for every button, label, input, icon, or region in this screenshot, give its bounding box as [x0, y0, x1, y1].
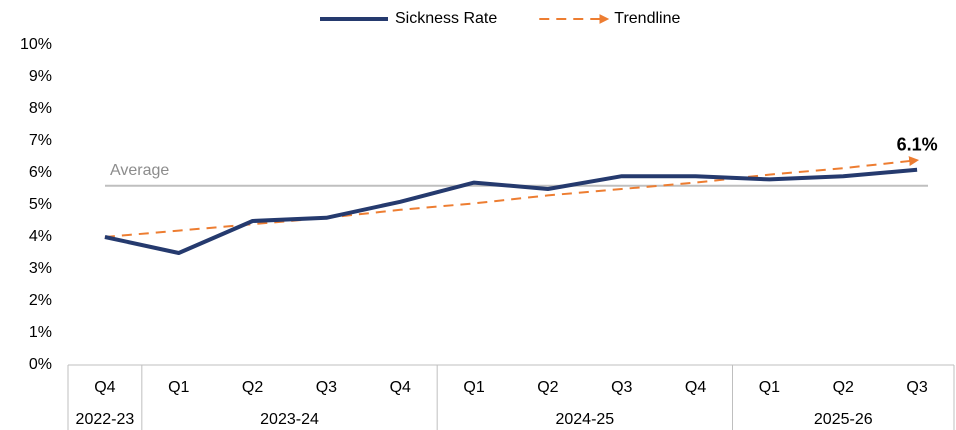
average-label: Average: [110, 162, 169, 179]
legend-label: Sickness Rate: [395, 10, 497, 27]
x-tick-label: Q4: [390, 379, 411, 396]
x-tick-label: Q2: [833, 379, 854, 396]
x-group-label: 2023-24: [260, 411, 319, 428]
x-tick-label: Q3: [611, 379, 632, 396]
y-tick-label: 1%: [29, 324, 52, 341]
x-group-label: 2022-23: [76, 411, 135, 428]
y-tick-label: 0%: [29, 356, 52, 373]
legend-label: Trendline: [614, 10, 680, 27]
y-tick-label: 8%: [29, 100, 52, 117]
y-tick-label: 9%: [29, 68, 52, 85]
y-tick-label: 3%: [29, 260, 52, 277]
x-tick-label: Q3: [316, 379, 337, 396]
y-tick-label: 2%: [29, 292, 52, 309]
data-label: 6.1%: [897, 135, 938, 155]
x-tick-label: Q3: [906, 379, 927, 396]
series-line: [104, 167, 918, 255]
y-tick-label: 10%: [20, 36, 52, 53]
y-tick-label: 7%: [29, 132, 52, 149]
x-tick-label: Q4: [685, 379, 706, 396]
trendline: [104, 156, 920, 238]
x-group-label: 2025-26: [814, 411, 873, 428]
x-tick-label: Q4: [94, 379, 115, 396]
x-tick-label: Q1: [463, 379, 484, 396]
x-tick-label: Q1: [759, 379, 780, 396]
x-tick-label: Q2: [242, 379, 263, 396]
y-tick-label: 4%: [29, 228, 52, 245]
x-group-label: 2024-25: [555, 411, 614, 428]
x-tick-label: Q1: [168, 379, 189, 396]
x-tick-label: Q2: [537, 379, 558, 396]
y-tick-label: 5%: [29, 196, 52, 213]
y-tick-label: 6%: [29, 164, 52, 181]
